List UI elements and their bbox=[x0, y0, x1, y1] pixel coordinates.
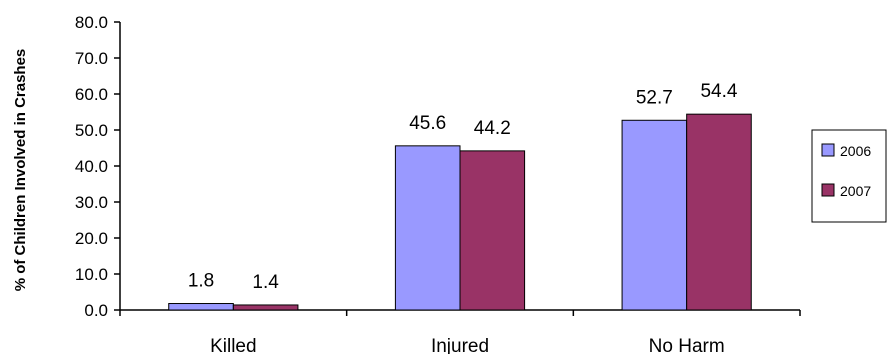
legend-swatch bbox=[821, 143, 835, 157]
bar-2006-no-harm bbox=[621, 119, 688, 311]
data-label: 1.8 bbox=[188, 271, 214, 292]
bar-2007-injured bbox=[459, 150, 526, 311]
bar-2006-injured bbox=[394, 145, 461, 311]
y-tick-label: 70.0 bbox=[75, 49, 108, 68]
legend-label: 2007 bbox=[840, 183, 871, 199]
bar-2007-killed bbox=[232, 304, 299, 311]
y-axis-title: % of Children Involved in Crashes bbox=[12, 49, 29, 292]
y-tick-label: 80.0 bbox=[75, 13, 108, 32]
y-axis: 0.0 10.0 20.0 30.0 40.0 50.0 60.0 70.0 80.0 bbox=[75, 13, 120, 320]
x-tick-label: Injured bbox=[431, 336, 489, 354]
y-tick-label: 40.0 bbox=[75, 157, 108, 176]
x-tick-label: No Harm bbox=[649, 336, 725, 354]
y-tick-label: 30.0 bbox=[75, 193, 108, 212]
data-labels: 1.8 1.4 45.6 44.2 52.7 54.4 bbox=[188, 81, 738, 293]
bar-2007-no-harm bbox=[686, 113, 752, 311]
data-label: 44.2 bbox=[474, 118, 511, 139]
bars bbox=[168, 113, 752, 311]
legend-swatch bbox=[821, 183, 835, 197]
y-tick-label: 60.0 bbox=[75, 85, 108, 104]
data-label: 52.7 bbox=[636, 87, 673, 108]
x-tick-label: Killed bbox=[210, 336, 256, 354]
data-label: 45.6 bbox=[409, 113, 446, 134]
legend-label: 2006 bbox=[840, 143, 871, 159]
y-tick-label: 20.0 bbox=[75, 229, 108, 248]
data-label: 54.4 bbox=[700, 81, 737, 102]
legend: 2006 2007 bbox=[811, 129, 887, 223]
bar-2006-killed bbox=[168, 303, 234, 311]
x-axis: Killed Injured No Harm bbox=[119, 310, 801, 357]
data-label: 1.4 bbox=[252, 272, 279, 293]
y-tick-label: 50.0 bbox=[75, 121, 108, 140]
y-tick-label: 10.0 bbox=[75, 265, 108, 284]
y-tick-label: 0.0 bbox=[84, 301, 108, 320]
